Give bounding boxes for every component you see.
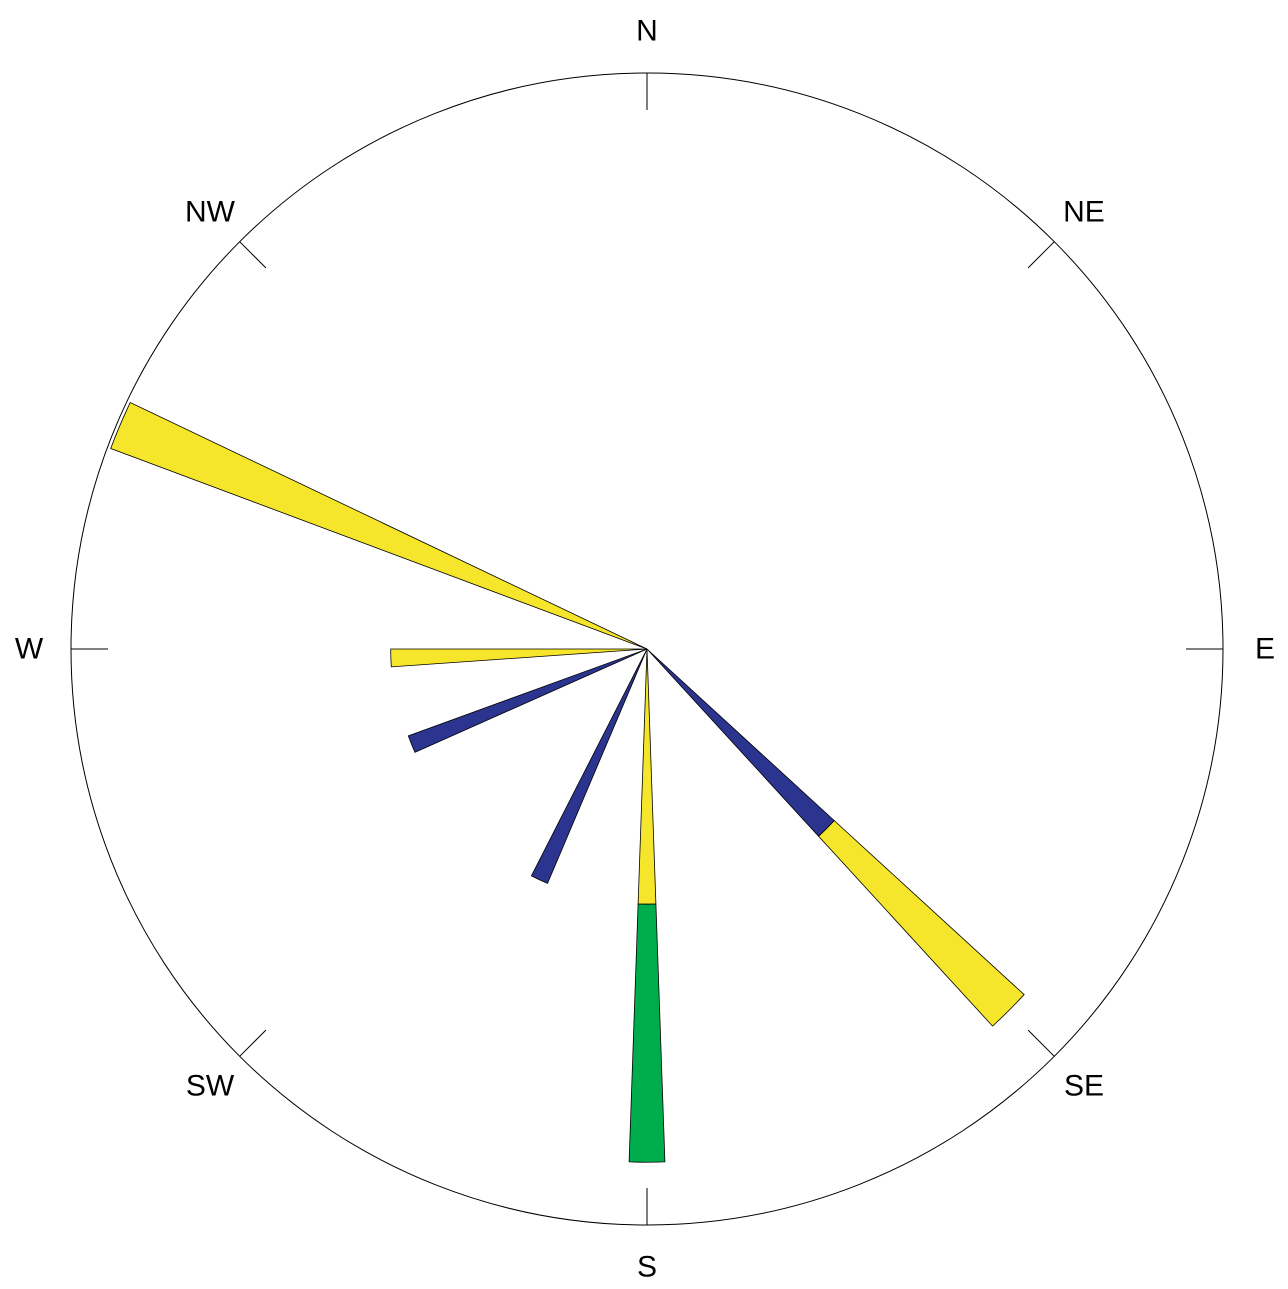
direction-labels: N NE E SE S SW W NW: [15, 15, 1275, 1284]
ticks-layer: [71, 73, 1223, 1225]
petal-205-segment-blue: [530, 648, 648, 884]
direction-label-e: E: [1255, 633, 1275, 666]
petal-248-segment-blue: [407, 648, 648, 753]
tick-sw: [239, 1029, 267, 1057]
direction-label-sw: SW: [186, 1069, 235, 1102]
petal-180-segment-yellow: [637, 648, 657, 905]
petal-268-segment-yellow: [390, 648, 648, 668]
direction-label-se: SE: [1064, 1069, 1104, 1102]
direction-label-n: N: [636, 15, 658, 48]
petals-layer: [110, 401, 1025, 1163]
direction-label-w: W: [15, 633, 44, 666]
petal-293-segment-yellow: [110, 401, 648, 650]
tick-nw: [239, 241, 267, 269]
petal-135-segment-yellow: [818, 820, 1025, 1027]
direction-label-s: S: [637, 1251, 657, 1284]
petal-135-segment-blue: [646, 648, 835, 837]
tick-ne: [1027, 241, 1055, 269]
tick-se: [1027, 1029, 1055, 1057]
direction-label-ne: NE: [1063, 196, 1105, 229]
petal-180-segment-green: [628, 903, 666, 1163]
direction-label-nw: NW: [185, 196, 236, 229]
